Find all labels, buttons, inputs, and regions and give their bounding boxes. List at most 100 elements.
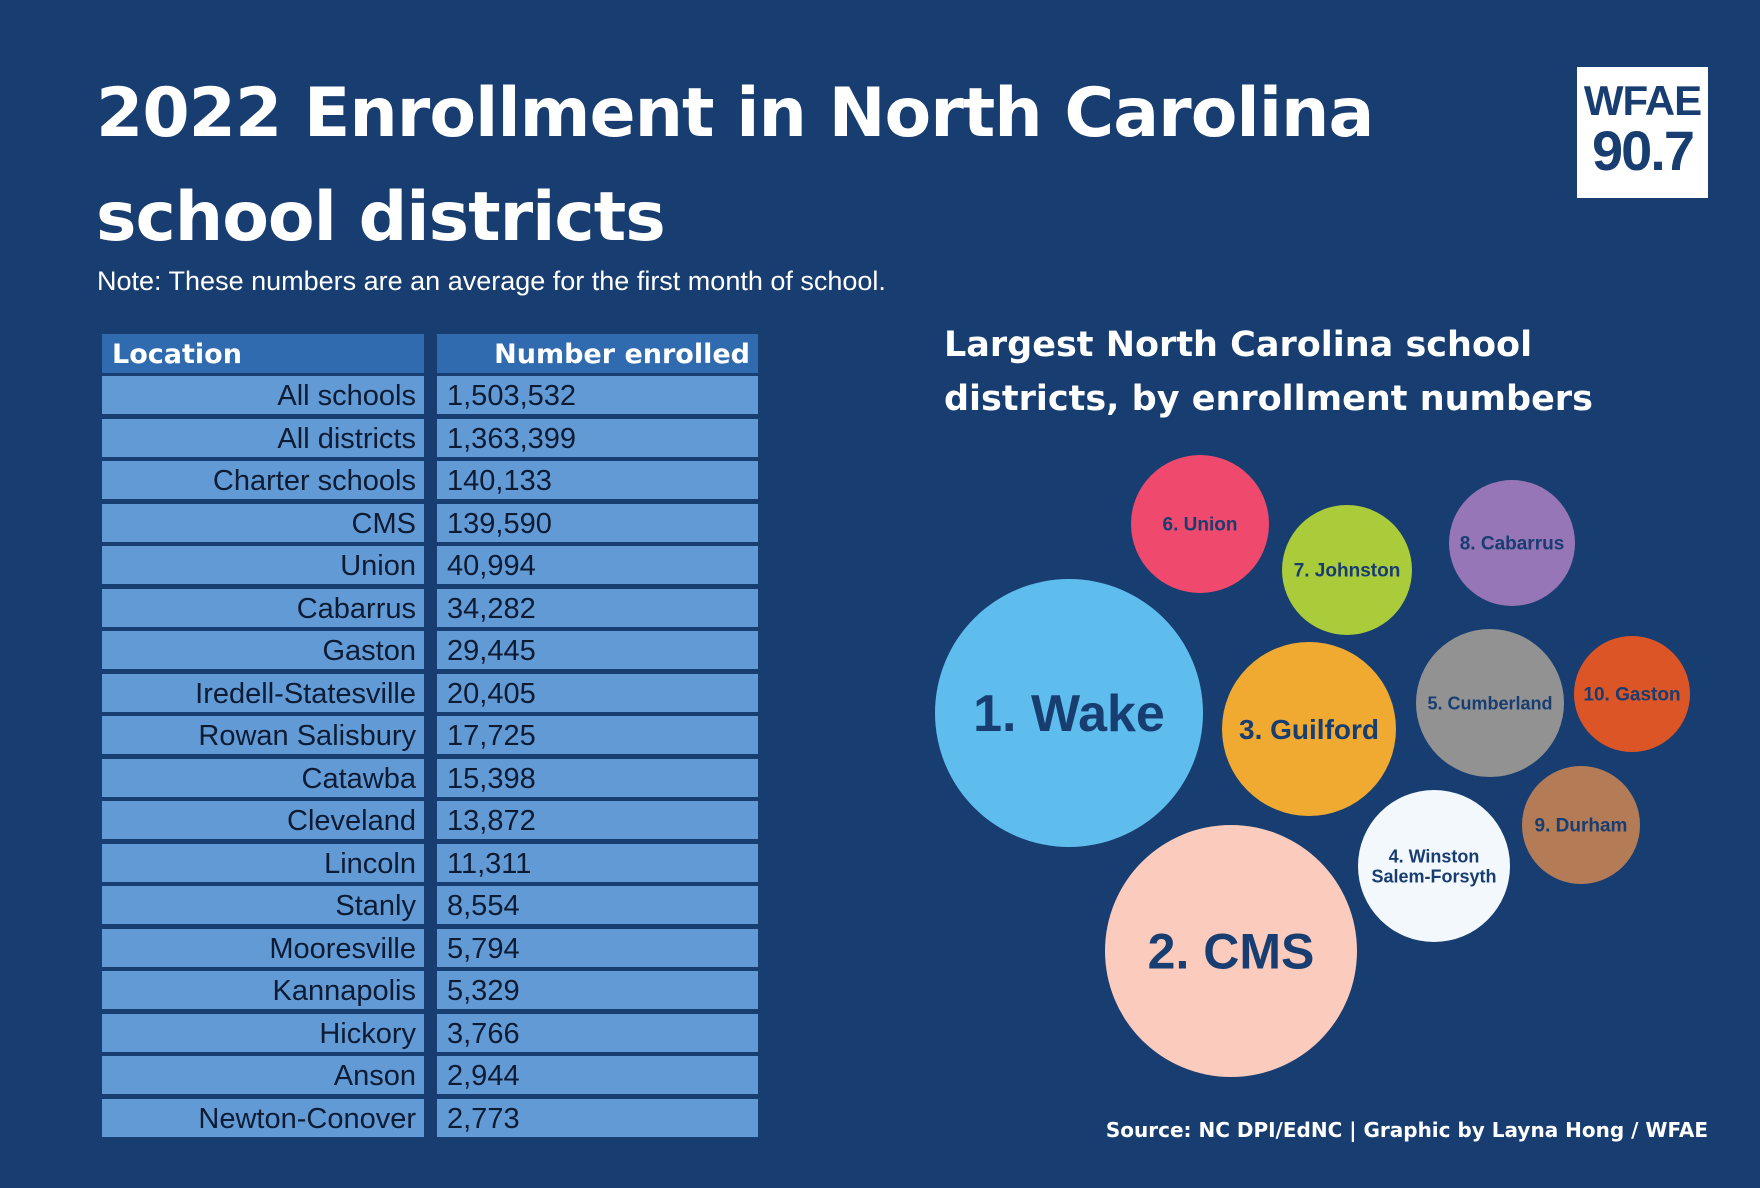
enrolled-cell: 20,405 — [437, 673, 758, 712]
note-text: Note: These numbers are an average for t… — [97, 266, 886, 296]
header-location: Location — [102, 334, 424, 373]
location-cell: Union — [102, 546, 424, 584]
enrolled-cell: 3,766 — [437, 1013, 758, 1052]
enrolled-cell: 29,445 — [437, 631, 758, 669]
title-line-1: 2022 Enrollment in North Carolina — [96, 74, 1374, 153]
table-row: Kannapolis 5,329 — [102, 971, 758, 1009]
bubble-label-5: 5. Cumberland — [1427, 693, 1552, 713]
table-row: CMS 139,590 — [102, 503, 758, 542]
header-number-enrolled: Number enrolled — [437, 334, 758, 373]
logo-line-1: WFAE — [1583, 77, 1702, 124]
bubble-label-9: 9. Durham — [1535, 816, 1628, 837]
table-row: Gaston 29,445 — [102, 631, 758, 669]
bubble-7 — [1282, 505, 1412, 635]
bubble-label-4: 4. Winston Salem-Forsyth — [1371, 846, 1496, 886]
location-cell: Stanly — [102, 886, 424, 924]
table-row: Mooresville 5,794 — [102, 928, 758, 967]
enrolled-cell: 40,994 — [437, 546, 758, 584]
table-row: Cabarrus 34,282 — [102, 588, 758, 627]
table-row: All districts 1,363,399 — [102, 418, 758, 457]
location-cell: Hickory — [102, 1013, 424, 1052]
bubble-label-line: 2. CMS — [1148, 924, 1315, 980]
chart-title: Largest North Carolina school districts,… — [944, 318, 1704, 426]
enrolled-cell: 1,503,532 — [437, 376, 758, 414]
enrolled-cell: 5,329 — [437, 971, 758, 1009]
table-row: Anson 2,944 — [102, 1056, 758, 1094]
table-row: Lincoln 11,311 — [102, 843, 758, 882]
bubble-label-line: 1. Wake — [973, 685, 1165, 743]
bubble-4 — [1358, 790, 1510, 942]
enrolled-cell: 13,872 — [437, 801, 758, 839]
bubble-label-6: 6. Union — [1163, 515, 1238, 536]
table-row: Cleveland 13,872 — [102, 801, 758, 839]
wfae-logo: WFAE 90.7 — [1577, 67, 1708, 198]
location-cell: CMS — [102, 503, 424, 542]
enrolled-cell: 139,590 — [437, 503, 758, 542]
enrolled-cell: 11,311 — [437, 843, 758, 882]
bubble-label-10: 10. Gaston — [1583, 685, 1680, 706]
enrolled-cell: 8,554 — [437, 886, 758, 924]
location-cell: Anson — [102, 1056, 424, 1094]
table-row: Hickory 3,766 — [102, 1013, 758, 1052]
bubble-3 — [1222, 642, 1396, 816]
bubble-2 — [1105, 825, 1357, 1077]
table-row: All schools 1,503,532 — [102, 376, 758, 414]
table-row: Stanly 8,554 — [102, 886, 758, 924]
chart-title-line-1: Largest North Carolina school — [944, 325, 1533, 365]
bubble-label-3: 3. Guilford — [1239, 714, 1379, 745]
location-cell: All districts — [102, 418, 424, 457]
bubble-label-line: 10. Gaston — [1583, 685, 1680, 706]
chart-title-line-2: districts, by enrollment numbers — [944, 379, 1593, 419]
location-cell: Gaston — [102, 631, 424, 669]
location-cell: Rowan Salisbury — [102, 716, 424, 754]
location-cell: Catawba — [102, 758, 424, 797]
bubble-1 — [935, 579, 1203, 847]
bubble-label-line: 6. Union — [1163, 515, 1238, 536]
bubble-label-2: 2. CMS — [1148, 924, 1315, 980]
enrolled-cell: 34,282 — [437, 588, 758, 627]
table-row: Charter schools 140,133 — [102, 461, 758, 499]
location-cell: Iredell-Statesville — [102, 673, 424, 712]
bubble-label-line: 4. Winston — [1389, 846, 1480, 866]
table-row: Catawba 15,398 — [102, 758, 758, 797]
bubble-9 — [1522, 766, 1640, 884]
enrolled-cell: 17,725 — [437, 716, 758, 754]
location-cell: Kannapolis — [102, 971, 424, 1009]
enrolled-cell: 2,773 — [437, 1098, 758, 1137]
bubble-6 — [1131, 455, 1269, 593]
table-row: Rowan Salisbury 17,725 — [102, 716, 758, 754]
bubble-8 — [1449, 480, 1575, 606]
bubble-label-line: 7. Johnston — [1294, 561, 1401, 582]
enrolled-cell: 2,944 — [437, 1056, 758, 1094]
bubble-label-7: 7. Johnston — [1294, 561, 1401, 582]
location-cell: Lincoln — [102, 843, 424, 882]
logo-line-2: 90.7 — [1592, 119, 1695, 182]
bubble-label-line: 5. Cumberland — [1427, 693, 1552, 713]
bubble-label-1: 1. Wake — [973, 685, 1165, 743]
table-header-row: Location Number enrolled — [102, 334, 758, 373]
table-row: Iredell-Statesville 20,405 — [102, 673, 758, 712]
table-row: Newton-Conover 2,773 — [102, 1098, 758, 1137]
enrolled-cell: 5,794 — [437, 928, 758, 967]
enrolled-cell: 15,398 — [437, 758, 758, 797]
location-cell: Newton-Conover — [102, 1098, 424, 1137]
bubble-label-line: 3. Guilford — [1239, 714, 1379, 745]
title-line-2: school districts — [96, 178, 666, 257]
enrolled-cell: 140,133 — [437, 461, 758, 499]
table-row: Union 40,994 — [102, 546, 758, 584]
location-cell: All schools — [102, 376, 424, 414]
source-credit: Source: NC DPI/EdNC | Graphic by Layna H… — [1105, 1118, 1708, 1142]
bubble-label-line: 9. Durham — [1535, 816, 1628, 837]
location-cell: Cabarrus — [102, 588, 424, 627]
bubble-10 — [1574, 636, 1690, 752]
location-cell: Cleveland — [102, 801, 424, 839]
enrollment-table: Location Number enrolled All schools 1,50… — [102, 334, 758, 1141]
location-cell: Mooresville — [102, 928, 424, 967]
page-title: 2022 Enrollment in North Carolina school… — [96, 62, 1496, 270]
bubble-label-line: 8. Cabarrus — [1460, 534, 1565, 555]
bubble-label-8: 8. Cabarrus — [1460, 534, 1565, 555]
bubble-5 — [1416, 629, 1564, 777]
location-cell: Charter schools — [102, 461, 424, 499]
bubble-label-line: Salem-Forsyth — [1371, 866, 1496, 886]
